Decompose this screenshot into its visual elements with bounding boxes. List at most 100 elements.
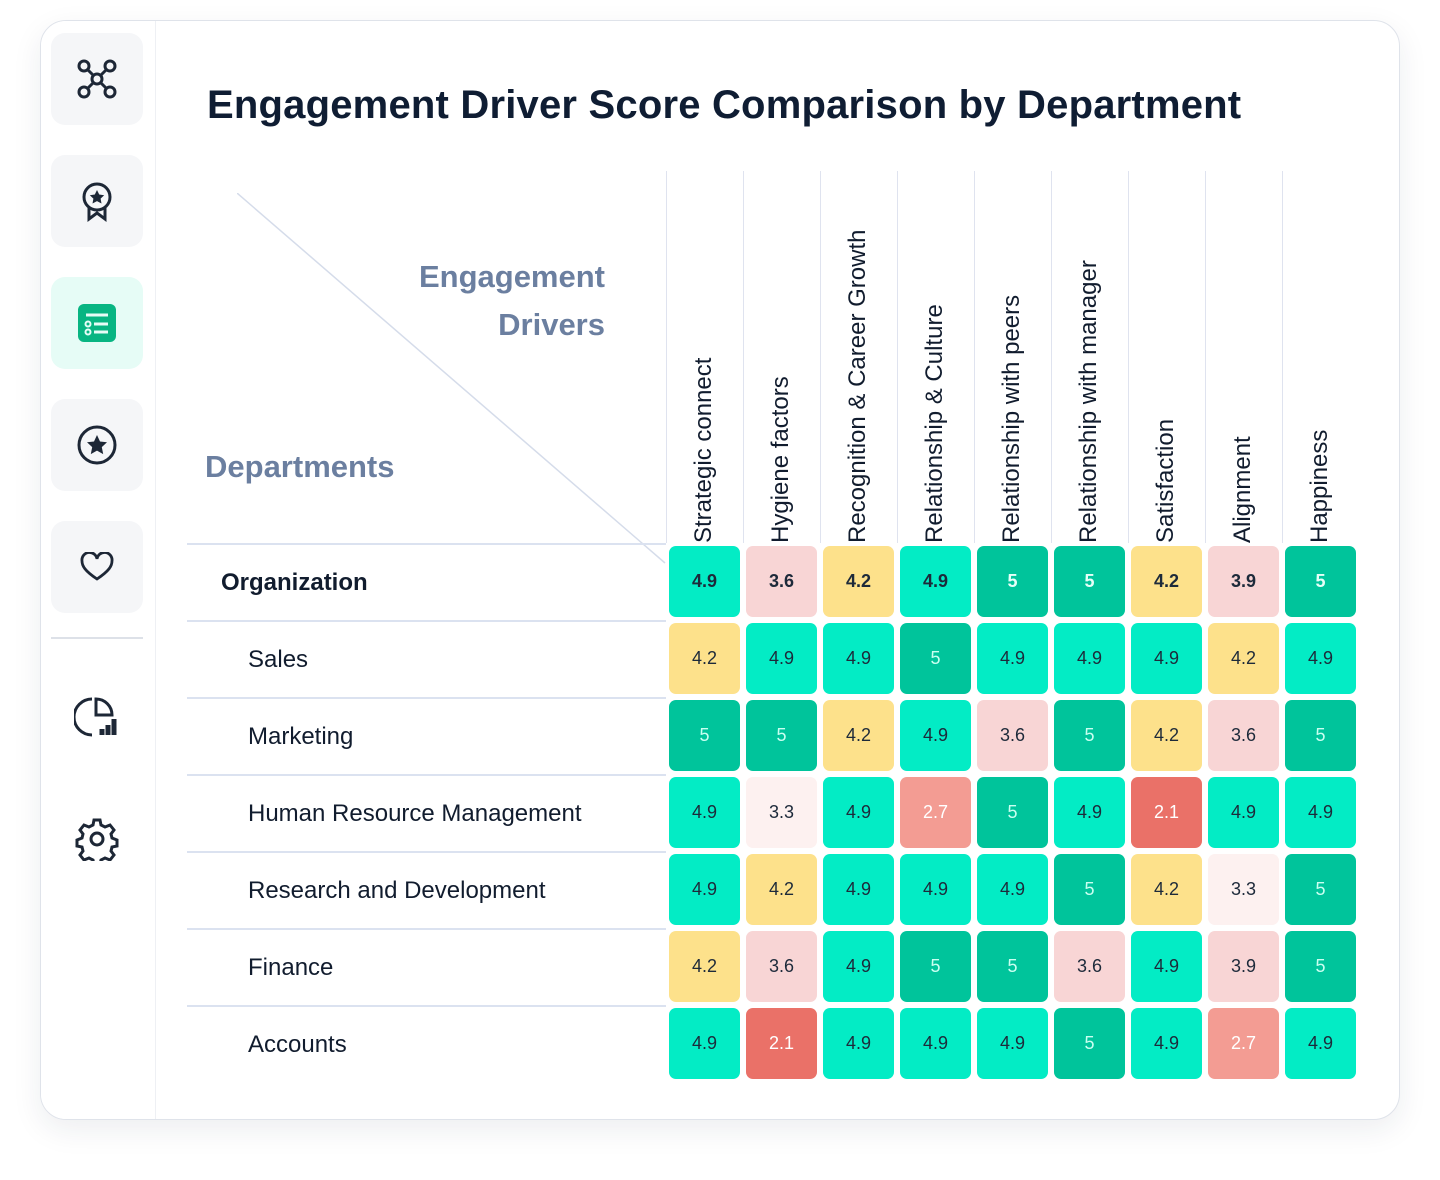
column-label: Satisfaction [1152,418,1179,543]
list-icon [78,304,116,342]
heatmap-cell: 4.9 [900,546,971,617]
star-circle-icon [75,423,119,467]
column-label: Alignment [1229,436,1256,543]
column-axis-label: Engagement Drivers [418,259,605,342]
heatmap-cell: 4.9 [746,623,817,694]
gear-icon [75,817,119,861]
award-icon [77,179,117,223]
heatmap-cell: 3.9 [1208,931,1279,1002]
row-label: Marketing [187,697,666,774]
sidebar-button-star-circle[interactable] [51,399,143,491]
heatmap-cell: 4.9 [977,1008,1048,1079]
heatmap-cell: 4.9 [823,931,894,1002]
heatmap-cell: 4.9 [900,854,971,925]
heatmap-cell: 2.7 [1208,1008,1279,1079]
heatmap-cell: 4.2 [1208,623,1279,694]
column-label: Relationship with peers [998,294,1025,543]
heatmap-cell: 4.9 [900,1008,971,1079]
heatmap-cell: 4.9 [669,777,740,848]
heatmap-cell: 2.7 [900,777,971,848]
dashboard-card: Engagement Driver Score Comparison by De… [40,20,1400,1120]
heatmap-cell: 4.2 [823,546,894,617]
column-label: Hygiene factors [767,376,794,543]
heatmap-cell: 4.2 [1131,854,1202,925]
heatmap-cell: 5 [1054,854,1125,925]
column-header: Happiness [1282,171,1360,543]
row-label: Finance [187,928,666,1005]
heatmap-cell: 4.9 [1285,1008,1356,1079]
column-header: Relationship & Culture [897,171,975,543]
heatmap-cell: 4.9 [1054,623,1125,694]
heatmap-cell: 4.9 [823,854,894,925]
heatmap-cell: 4.9 [669,1008,740,1079]
heatmap-cell: 4.9 [1285,623,1356,694]
heatmap-cell: 4.9 [1131,623,1202,694]
heatmap-cell: 4.2 [669,931,740,1002]
sidebar-button-heart[interactable] [51,521,143,613]
row-label: Research and Development [187,851,666,928]
sidebar-button-award[interactable] [51,155,143,247]
heatmap-cell: 4.9 [823,777,894,848]
column-label: Recognition & Career Growth [844,229,871,543]
row-label: Human Resource Management [187,774,666,851]
column-header: Strategic connect [666,171,744,543]
heatmap-cell: 3.6 [1208,700,1279,771]
heatmap-cell: 4.9 [669,854,740,925]
column-label: Relationship with manager [1075,260,1102,543]
heatmap-cell: 4.2 [823,700,894,771]
sidebar-divider [51,637,143,639]
heatmap-cell: 4.2 [746,854,817,925]
heatmap-cell: 5 [977,546,1048,617]
column-label: Happiness [1306,429,1333,543]
heatmap-cell: 5 [977,777,1048,848]
heatmap-cell: 5 [669,700,740,771]
column-header: Alignment [1205,171,1283,543]
heatmap-cell: 3.6 [746,546,817,617]
heatmap-cell: 4.2 [1131,546,1202,617]
heatmap-cell: 4.9 [1208,777,1279,848]
heatmap-cell: 5 [900,623,971,694]
heatmap-cell: 3.6 [1054,931,1125,1002]
heatmap-cell: 3.3 [1208,854,1279,925]
heatmap-cell: 4.9 [977,854,1048,925]
heatmap-cell: 4.9 [823,1008,894,1079]
page-title: Engagement Driver Score Comparison by De… [207,83,1242,127]
heart-icon [80,552,114,582]
heatmap-cell: 4.9 [1131,931,1202,1002]
analytics-icon [74,695,120,739]
corner-diagonal [237,193,666,564]
heatmap-cell: 4.9 [1285,777,1356,848]
column-label: Relationship & Culture [921,304,948,543]
network-icon [75,57,119,101]
row-label: Sales [187,620,666,697]
sidebar-button-gear[interactable] [51,793,143,885]
heatmap-cell: 3.6 [746,931,817,1002]
column-header: Relationship with manager [1051,171,1129,543]
heatmap-cell: 5 [1285,546,1356,617]
heatmap-cell: 5 [1054,700,1125,771]
heatmap-cell: 5 [977,931,1048,1002]
row-label: Accounts [187,1005,666,1082]
heatmap-cell: 4.9 [900,700,971,771]
row-label: Organization [187,543,666,620]
column-label: Strategic connect [690,357,717,543]
column-header: Recognition & Career Growth [820,171,898,543]
heatmap-cell: 5 [1285,700,1356,771]
heatmap-cell: 5 [1054,1008,1125,1079]
sidebar-button-list[interactable] [51,277,143,369]
heatmap-cell: 3.9 [1208,546,1279,617]
heatmap-cell: 4.9 [977,623,1048,694]
heatmap-cell: 4.9 [1131,1008,1202,1079]
heatmap-cell: 4.2 [1131,700,1202,771]
sidebar-button-analytics[interactable] [51,671,143,763]
heatmap-cell: 4.9 [823,623,894,694]
heatmap-cell: 5 [1285,854,1356,925]
row-axis-label: Departments [205,449,395,484]
heatmap-cell: 4.9 [1054,777,1125,848]
heatmap-cell: 2.1 [746,1008,817,1079]
column-header: Hygiene factors [743,171,821,543]
heatmap-cell: 3.6 [977,700,1048,771]
column-header: Relationship with peers [974,171,1052,543]
sidebar-button-network[interactable] [51,33,143,125]
heatmap-cell: 4.9 [669,546,740,617]
